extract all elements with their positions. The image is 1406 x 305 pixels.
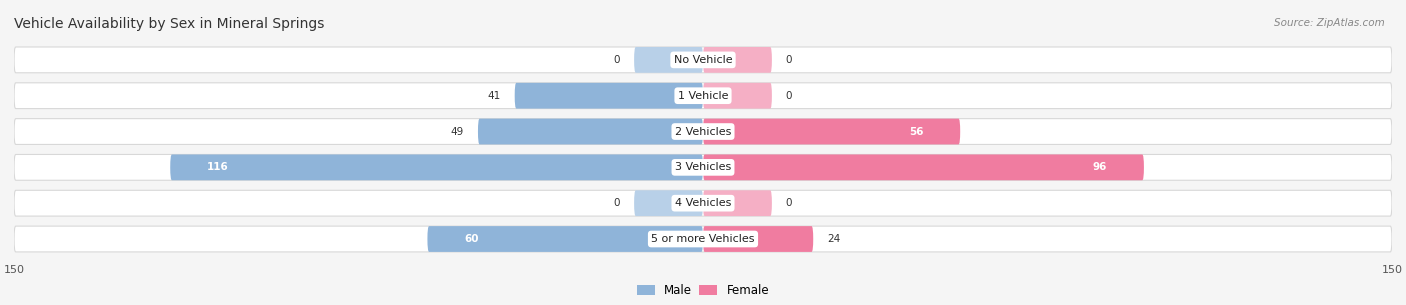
Text: Source: ZipAtlas.com: Source: ZipAtlas.com [1274,18,1385,28]
FancyBboxPatch shape [703,190,772,216]
Text: 0: 0 [786,91,792,101]
Text: No Vehicle: No Vehicle [673,55,733,65]
Text: 41: 41 [488,91,501,101]
FancyBboxPatch shape [703,119,960,145]
Legend: Male, Female: Male, Female [637,284,769,297]
Text: 5 or more Vehicles: 5 or more Vehicles [651,234,755,244]
Text: 0: 0 [786,198,792,208]
Text: 2 Vehicles: 2 Vehicles [675,127,731,137]
FancyBboxPatch shape [14,47,1392,73]
FancyBboxPatch shape [14,190,1392,216]
FancyBboxPatch shape [14,154,1392,180]
Text: 0: 0 [786,55,792,65]
Text: Vehicle Availability by Sex in Mineral Springs: Vehicle Availability by Sex in Mineral S… [14,17,325,31]
FancyBboxPatch shape [14,119,1392,145]
Text: 0: 0 [614,55,620,65]
Text: 1 Vehicle: 1 Vehicle [678,91,728,101]
FancyBboxPatch shape [634,47,703,73]
Text: 0: 0 [614,198,620,208]
Text: 56: 56 [908,127,924,137]
Text: 4 Vehicles: 4 Vehicles [675,198,731,208]
FancyBboxPatch shape [14,83,1392,109]
FancyBboxPatch shape [703,226,813,252]
FancyBboxPatch shape [703,47,772,73]
Text: 24: 24 [827,234,841,244]
Text: 60: 60 [464,234,478,244]
Text: 116: 116 [207,162,229,172]
Text: 49: 49 [451,127,464,137]
FancyBboxPatch shape [478,119,703,145]
FancyBboxPatch shape [703,154,1144,180]
Text: 96: 96 [1092,162,1107,172]
FancyBboxPatch shape [427,226,703,252]
FancyBboxPatch shape [170,154,703,180]
FancyBboxPatch shape [634,190,703,216]
Text: 3 Vehicles: 3 Vehicles [675,162,731,172]
FancyBboxPatch shape [703,83,772,109]
FancyBboxPatch shape [515,83,703,109]
FancyBboxPatch shape [14,226,1392,252]
